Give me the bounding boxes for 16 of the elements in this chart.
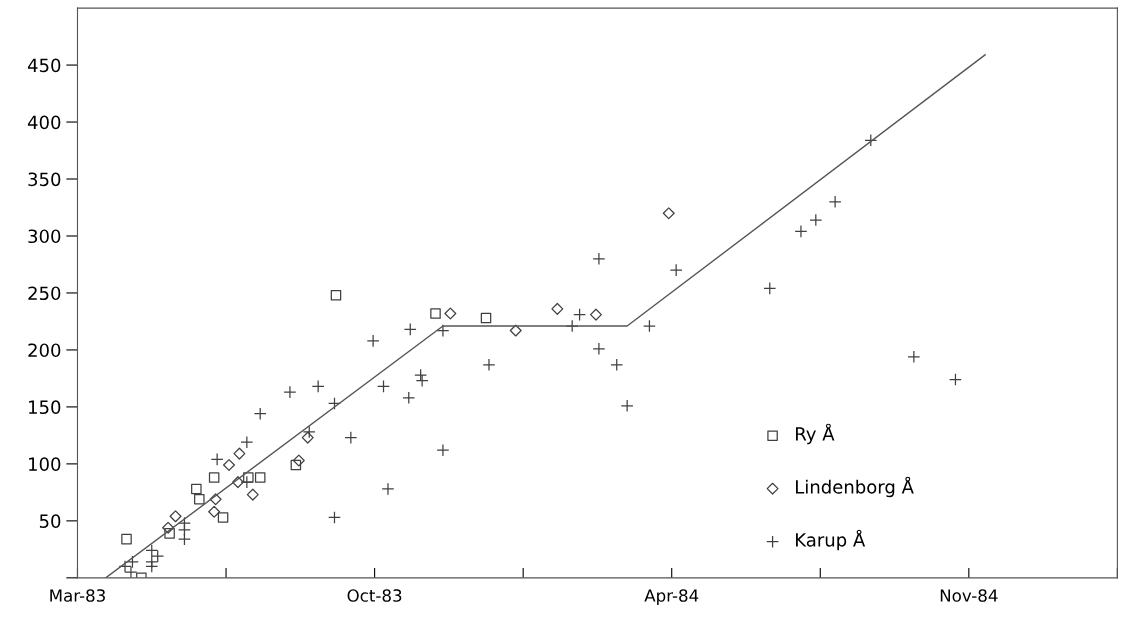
x-tick-label: Oct-83 bbox=[347, 589, 402, 602]
x-tick-label: Nov-84 bbox=[940, 589, 998, 602]
y-tick-label: 50 bbox=[39, 514, 61, 528]
y-tick-label: 450 bbox=[27, 58, 61, 73]
y-tick-label: 100 bbox=[29, 457, 61, 471]
legend-label: Lindenborg Å bbox=[796, 476, 914, 498]
y-tick-label: 300 bbox=[28, 229, 61, 244]
x-tick-label: Mar-83 bbox=[50, 589, 105, 602]
legend-label: Karup Å bbox=[796, 529, 866, 551]
y-tick-label: 400 bbox=[27, 115, 61, 130]
y-tick-label: 150 bbox=[29, 400, 61, 415]
legend-label: Ry Å bbox=[796, 423, 835, 445]
y-tick-label: 350 bbox=[28, 172, 61, 187]
y-tick-label: 200 bbox=[28, 343, 61, 358]
x-tick-label: Apr-84 bbox=[644, 589, 699, 606]
y-tick-label: 250 bbox=[28, 286, 61, 301]
